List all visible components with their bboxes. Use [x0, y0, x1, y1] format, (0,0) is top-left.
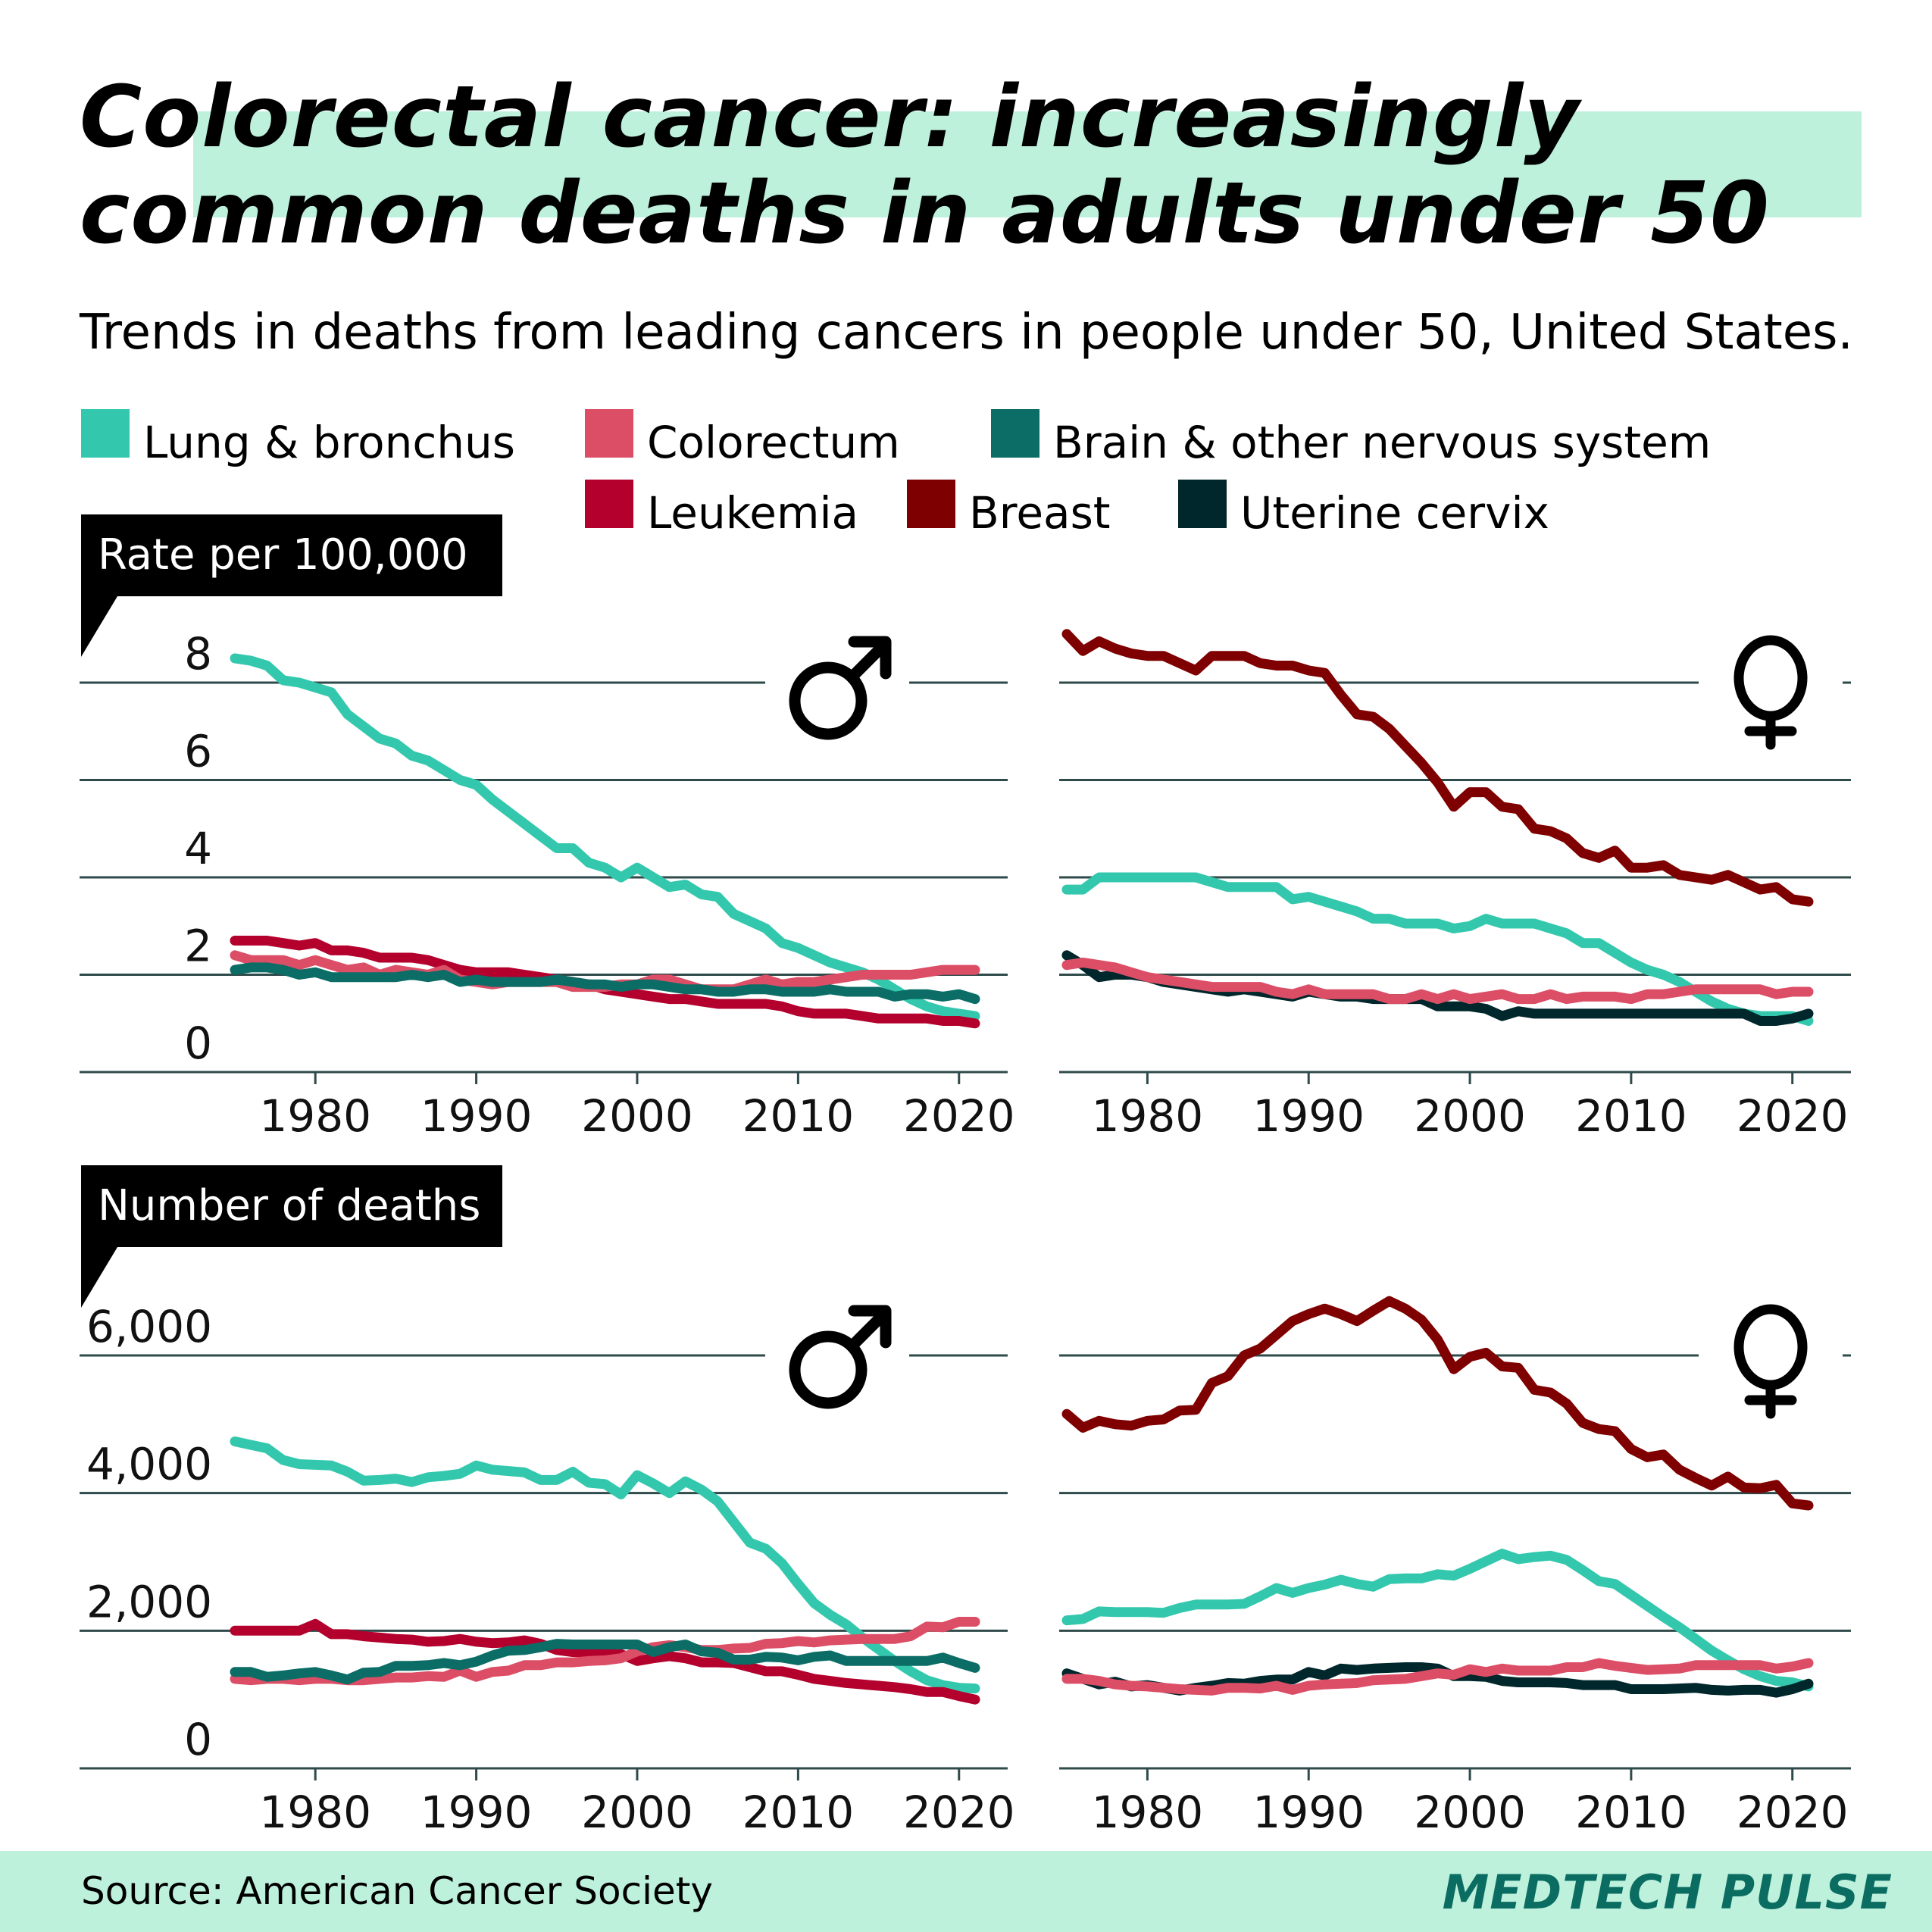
x-tick-label: 2010 [1575, 1090, 1687, 1142]
title-line-1: Colorectal cancer: increasingly [80, 68, 1580, 167]
x-tick-label: 2000 [1414, 1090, 1526, 1142]
x-tick-label: 2000 [581, 1090, 693, 1142]
chart-rate-women: 1980 1990 2000 2010 2020 [1059, 629, 1851, 1142]
deaths-axis-label: Number of deaths [81, 1165, 502, 1247]
title-highlight-band [193, 111, 1862, 217]
x-tick-label: 2000 [581, 1787, 693, 1838]
legend-label-cervix: Uterine cervix [1240, 487, 1549, 539]
legend-item-lung: Lung & bronchus [81, 409, 515, 467]
x-tick-label: 2020 [903, 1090, 1015, 1142]
series-line-brain-other-nervous-system [230, 1639, 980, 1685]
x-tick-label: 1990 [1252, 1787, 1365, 1838]
series-line-colorectum [1061, 957, 1814, 1005]
source-note: Source: American Cancer Society [81, 1869, 713, 1913]
x-tick-label: 1980 [259, 1787, 371, 1838]
legend-swatch-breast [907, 480, 955, 528]
legend-label-brain: Brain & other nervous system [1053, 417, 1712, 468]
chart-deaths-women: 1980 1990 2000 2010 2020 [1059, 1296, 1851, 1838]
rate-axis-label: Rate per 100,000 [81, 514, 502, 596]
legend-item-breast: Breast [907, 480, 1111, 537]
x-tick-label: 2010 [742, 1787, 855, 1838]
series-line-brain-other-nervous-system [230, 962, 980, 1005]
legend-swatch-brain [991, 409, 1039, 458]
page-title: Colorectal cancer: increasingly common d… [80, 70, 1898, 262]
series-line-lung-bronchus [1061, 1549, 1814, 1692]
y-tick-label: 0 [184, 1714, 212, 1765]
series-line-colorectum [1061, 1658, 1814, 1696]
legend-swatch-cervix [1178, 480, 1227, 528]
series-line-lung-bronchus [230, 653, 980, 1021]
y-tick-label: 6,000 [86, 1301, 212, 1352]
x-tick-label: 2000 [1414, 1787, 1526, 1838]
x-tick-label: 2020 [1737, 1787, 1849, 1838]
brand-logo: MEDTECH PULSE [1442, 1865, 1893, 1920]
legend-swatch-colorectum [585, 409, 633, 458]
female-symbol-icon [1733, 1304, 1808, 1419]
legend-item-colorectum: Colorectum [585, 409, 900, 467]
series-line-breast [1061, 1296, 1814, 1511]
legend-swatch-leukemia [585, 480, 633, 528]
chart-deaths-men: 0 2,000 4,000 6,000 1980 1990 2000 2010 2020 [80, 1301, 1015, 1838]
x-tick-label: 2010 [1575, 1787, 1687, 1838]
legend-label-breast: Breast [969, 487, 1111, 539]
x-tick-label: 1990 [1252, 1090, 1365, 1142]
rate-axis-label-pointer [81, 596, 117, 657]
legend-label-leukemia: Leukemia [647, 487, 859, 539]
legend-item-cervix: Uterine cervix [1178, 480, 1549, 537]
male-symbol-icon [789, 636, 892, 740]
y-tick-label: 4,000 [86, 1439, 212, 1490]
y-tick-label: 2 [184, 921, 212, 972]
series-line-breast [1061, 629, 1814, 907]
series-line-leukemia [230, 1618, 980, 1705]
subtitle: Trends in deaths from leading cancers in… [80, 305, 1853, 361]
x-tick-label: 2020 [1737, 1090, 1849, 1142]
charts-canvas: 0 2 4 6 8 1980 1990 2000 2010 2020 1980 1990 2000 20… [80, 628, 1851, 1838]
y-tick-label: 2,000 [86, 1576, 212, 1627]
x-tick-label: 1990 [420, 1090, 533, 1142]
x-tick-label: 1990 [420, 1787, 533, 1838]
legend-swatch-lung [81, 409, 130, 458]
series-line-lung-bronchus [230, 1436, 980, 1694]
legend-label-colorectum: Colorectum [647, 417, 900, 468]
male-symbol-icon [789, 1305, 892, 1409]
female-symbol-icon [1733, 635, 1808, 750]
footer: Source: American Cancer Society MEDTECH … [0, 1851, 1932, 1932]
series-line-lung-bronchus [1061, 872, 1814, 1026]
y-tick-label: 6 [184, 726, 212, 777]
y-tick-label: 0 [184, 1018, 212, 1069]
legend-item-brain: Brain & other nervous system [991, 409, 1711, 467]
x-tick-label: 1980 [259, 1090, 371, 1142]
x-tick-label: 2020 [903, 1787, 1015, 1838]
chart-rate-men: 0 2 4 6 8 1980 1990 2000 2010 2020 [80, 628, 1015, 1142]
x-tick-label: 1980 [1092, 1090, 1204, 1142]
deaths-axis-label-pointer [81, 1247, 117, 1308]
y-tick-label: 8 [184, 628, 212, 680]
x-tick-label: 1980 [1092, 1787, 1204, 1838]
x-tick-label: 2010 [742, 1090, 855, 1142]
legend-item-leukemia: Leukemia [585, 480, 858, 537]
title-line-2: common deaths in adults under 50 [80, 164, 1770, 263]
legend-label-lung: Lung & bronchus [143, 417, 515, 468]
y-tick-label: 4 [184, 823, 212, 874]
